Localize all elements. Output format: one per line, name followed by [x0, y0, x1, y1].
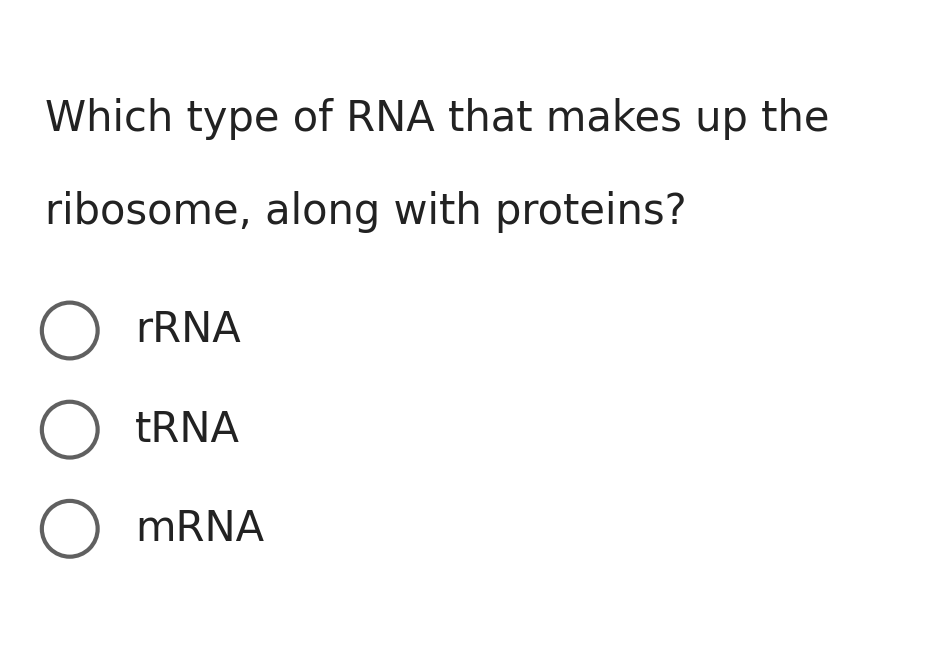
Text: ribosome, along with proteins?: ribosome, along with proteins?	[45, 190, 686, 233]
Text: Which type of RNA that makes up the: Which type of RNA that makes up the	[45, 98, 830, 140]
Text: tRNA: tRNA	[135, 408, 240, 451]
Text: mRNA: mRNA	[135, 508, 264, 550]
Text: rRNA: rRNA	[135, 309, 241, 352]
